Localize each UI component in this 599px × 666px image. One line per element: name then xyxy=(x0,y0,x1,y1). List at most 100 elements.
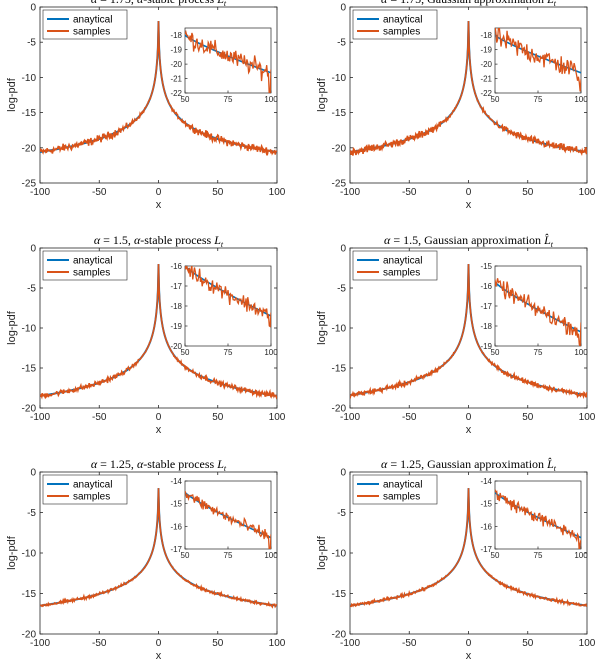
inset-y-tick-label: -14 xyxy=(170,477,182,486)
y-axis-label: log-pdf xyxy=(316,77,328,112)
x-tick-label: 100 xyxy=(269,187,286,198)
y-tick-label: 0 xyxy=(340,244,346,255)
inset-samples-line xyxy=(495,489,581,549)
chart-title: α = 1.25, Gaussian approximation L̂t xyxy=(381,457,557,473)
inset-panel: 50 75 100 -18 -19 -20 -21 -22 xyxy=(170,27,278,104)
inset-y-tick-label: -22 xyxy=(480,89,492,98)
inset-x-tick-label: 75 xyxy=(224,348,233,357)
inset-x-tick-label: 50 xyxy=(181,348,190,357)
inset-y-tick-label: -20 xyxy=(170,60,182,69)
inset-x-tick-label: 100 xyxy=(264,551,278,560)
x-tick-label: 100 xyxy=(269,412,286,423)
inset-panel: 50 75 100 -18 -19 -20 -21 -22 xyxy=(480,27,588,104)
x-tick-label: -50 xyxy=(92,638,107,649)
inset-y-tick-label: -22 xyxy=(170,89,182,98)
samples-line xyxy=(40,263,277,400)
legend-entry: anaytical xyxy=(73,480,112,491)
x-tick-label: 50 xyxy=(522,638,534,649)
inset-x-tick-label: 100 xyxy=(574,348,588,357)
legend-box xyxy=(352,250,438,281)
inset-x-tick-label: 50 xyxy=(181,551,190,560)
y-tick-label: 0 xyxy=(340,3,346,14)
x-axis-label: x xyxy=(156,650,162,662)
x-tick-label: 0 xyxy=(466,187,472,198)
x-tick-label: -50 xyxy=(402,187,417,198)
chart-title: α = 1.5, α-stable process Lt xyxy=(94,233,224,249)
inset-panel: 50 75 100 -14 -15 -16 -17 xyxy=(480,477,588,560)
legend-entry: samples xyxy=(383,268,420,279)
y-tick-label: -10 xyxy=(332,324,347,335)
chart-title: α = 1.25, α-stable process Lt xyxy=(91,457,227,473)
inset-x-tick-label: 50 xyxy=(181,95,190,104)
inset-x-tick-label: 75 xyxy=(534,551,543,560)
x-tick-label: 0 xyxy=(156,187,162,198)
x-tick-label: 0 xyxy=(156,638,162,649)
x-tick-label: -50 xyxy=(402,412,417,423)
y-tick-label: -5 xyxy=(337,508,346,519)
inset-samples-line xyxy=(185,29,271,93)
inset-area xyxy=(184,265,272,347)
y-tick-label: 0 xyxy=(340,468,346,479)
y-tick-label: 0 xyxy=(30,244,36,255)
y-axis-label: log-pdf xyxy=(6,77,18,112)
legend-entry: samples xyxy=(73,268,110,279)
legend-box xyxy=(42,9,128,40)
inset-y-tick-label: -20 xyxy=(170,342,182,351)
inset-x-tick-label: 50 xyxy=(491,95,500,104)
x-tick-label: 50 xyxy=(522,412,534,423)
legend-entry: anaytical xyxy=(383,15,422,26)
x-tick-label: 0 xyxy=(156,412,162,423)
x-tick-label: -100 xyxy=(30,412,50,423)
inset-x-tick-label: 100 xyxy=(574,95,588,104)
samples-line xyxy=(350,263,587,400)
inset-y-tick-label: -19 xyxy=(170,46,182,55)
legend-entry: anaytical xyxy=(73,256,112,267)
y-tick-label: -5 xyxy=(337,38,346,49)
legend-entry: samples xyxy=(383,492,420,503)
inset-y-tick-label: -14 xyxy=(480,477,492,486)
chart-title: α = 1.5, Gaussian approximation L̂t xyxy=(384,233,554,249)
x-tick-label: 0 xyxy=(466,412,472,423)
samples-line xyxy=(350,21,587,157)
inset-y-tick-label: -16 xyxy=(480,282,492,291)
y-tick-label: -20 xyxy=(22,404,37,415)
inset-samples-line xyxy=(495,278,581,346)
chart-title: α = 1.75, α-stable process Lt xyxy=(91,0,227,8)
inset-x-tick-label: 75 xyxy=(224,95,233,104)
chart-panel-3: α = 1.5, α-stable process Lt-100 -50 0 50 10… xyxy=(6,233,286,436)
inset-y-tick-label: -21 xyxy=(480,75,492,84)
chart-title: α = 1.75, Gaussian approximation L̂t xyxy=(381,0,557,8)
inset-x-tick-label: 75 xyxy=(534,348,543,357)
y-tick-label: -10 xyxy=(22,73,37,84)
inset-y-tick-label: -19 xyxy=(170,322,182,331)
inset-y-tick-label: -17 xyxy=(480,545,492,554)
inset-y-tick-label: -17 xyxy=(170,282,182,291)
inset-y-tick-label: -16 xyxy=(480,522,492,531)
y-tick-label: -5 xyxy=(27,38,36,49)
y-axis-label: log-pdf xyxy=(6,535,18,570)
legend-entry: anaytical xyxy=(383,256,422,267)
y-tick-label: -15 xyxy=(22,364,37,375)
x-axis-label: x xyxy=(156,199,162,211)
inset-x-tick-label: 50 xyxy=(491,551,500,560)
y-tick-label: -10 xyxy=(332,73,347,84)
x-tick-label: 50 xyxy=(212,412,224,423)
x-tick-label: 100 xyxy=(269,638,286,649)
x-tick-label: -100 xyxy=(340,187,360,198)
y-tick-label: 0 xyxy=(30,3,36,14)
legend-box xyxy=(42,250,128,281)
inset-y-tick-label: -16 xyxy=(170,262,182,271)
inset-panel: 50 75 100 -14 -15 -16 -17 xyxy=(170,477,278,560)
y-tick-label: -15 xyxy=(22,589,37,600)
y-tick-label: -20 xyxy=(22,143,37,154)
x-tick-label: 100 xyxy=(579,412,596,423)
chart-panel-2: α = 1.75, Gaussian approximation L̂t-100… xyxy=(316,0,596,211)
inset-x-tick-label: 50 xyxy=(491,348,500,357)
inset-y-tick-label: -18 xyxy=(170,31,182,40)
x-axis-label: x xyxy=(466,199,472,211)
y-tick-label: -25 xyxy=(332,179,347,190)
